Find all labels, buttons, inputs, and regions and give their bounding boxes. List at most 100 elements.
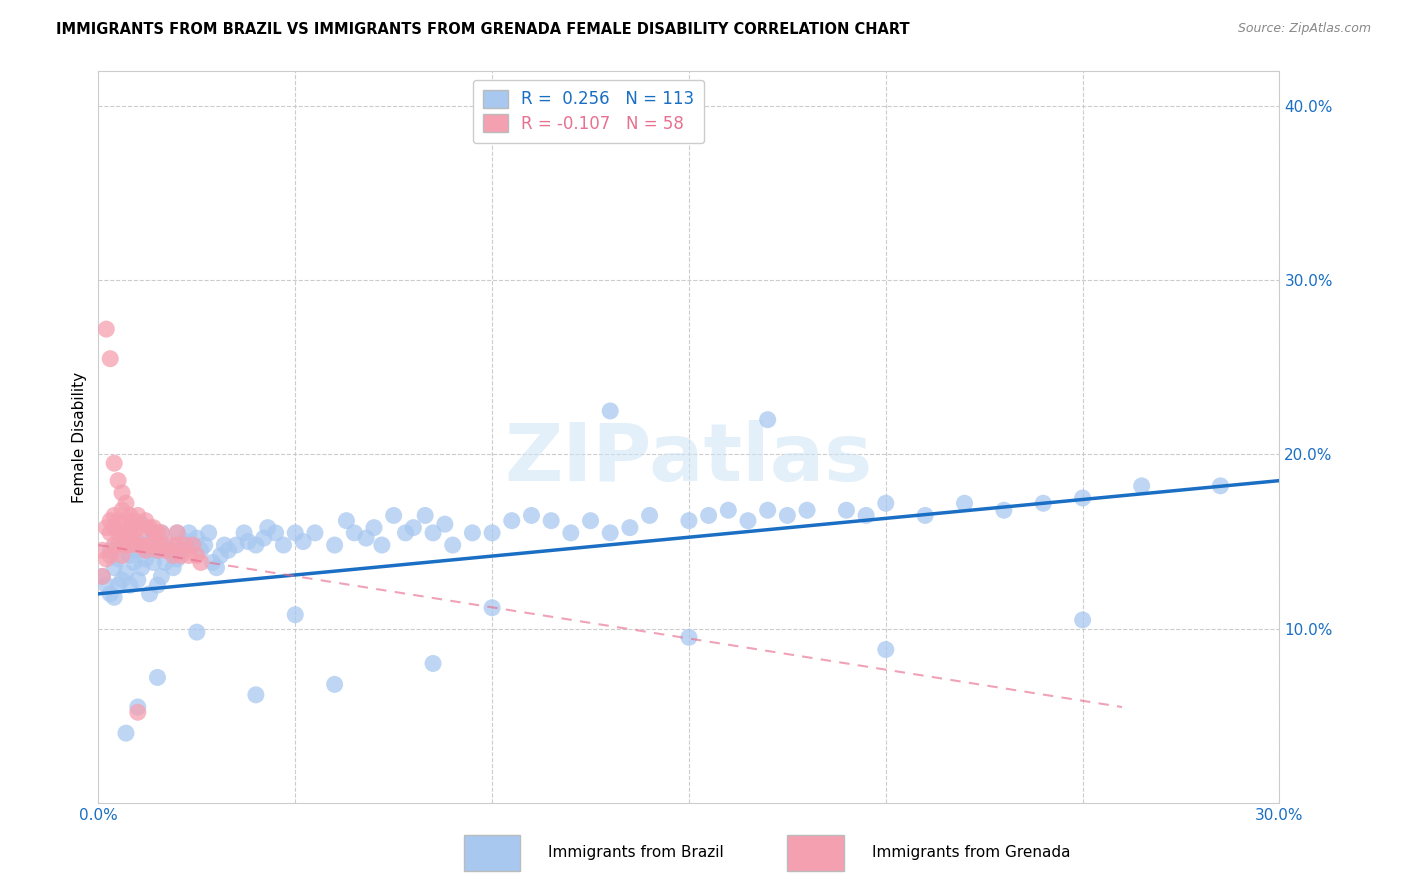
Point — [776, 508, 799, 523]
Point — [181, 538, 204, 552]
Point — [1032, 496, 1054, 510]
Point — [135, 514, 157, 528]
FancyBboxPatch shape — [787, 835, 844, 871]
Point — [1071, 613, 1094, 627]
Point — [111, 503, 134, 517]
Point — [131, 521, 153, 535]
Point — [131, 517, 153, 532]
Point — [103, 508, 125, 523]
Point — [174, 534, 197, 549]
Point — [678, 631, 700, 645]
Point — [150, 538, 173, 552]
Point — [194, 538, 217, 552]
Point — [181, 538, 204, 552]
Point — [174, 538, 197, 552]
Point — [619, 521, 641, 535]
Point — [103, 591, 125, 605]
Point — [155, 556, 177, 570]
Point — [127, 705, 149, 719]
Point — [225, 538, 247, 552]
Point — [441, 538, 464, 552]
Point — [166, 538, 188, 552]
Point — [127, 538, 149, 552]
Point — [146, 543, 169, 558]
Point — [115, 514, 138, 528]
Point — [162, 549, 184, 563]
Point — [953, 496, 976, 510]
Point — [142, 521, 165, 535]
Point — [413, 508, 436, 523]
Point — [142, 525, 165, 540]
Point — [98, 514, 121, 528]
Point — [127, 521, 149, 535]
Point — [103, 456, 125, 470]
Point — [150, 525, 173, 540]
Point — [111, 534, 134, 549]
Text: Source: ZipAtlas.com: Source: ZipAtlas.com — [1237, 22, 1371, 36]
Point — [343, 525, 366, 540]
Point — [717, 503, 740, 517]
Point — [304, 525, 326, 540]
Point — [135, 543, 157, 558]
Point — [118, 508, 141, 523]
Point — [127, 573, 149, 587]
Point — [111, 485, 134, 500]
Point — [96, 578, 118, 592]
Point — [135, 543, 157, 558]
Point — [98, 525, 121, 540]
FancyBboxPatch shape — [464, 835, 520, 871]
Point — [142, 556, 165, 570]
Point — [118, 538, 141, 552]
Point — [245, 688, 267, 702]
Point — [335, 514, 357, 528]
Point — [256, 521, 278, 535]
Point — [323, 677, 346, 691]
Point — [1209, 479, 1232, 493]
Text: ZIPatlas: ZIPatlas — [505, 420, 873, 498]
Point — [138, 521, 160, 535]
Point — [107, 474, 129, 488]
Point — [150, 569, 173, 583]
Point — [115, 538, 138, 552]
Point — [422, 657, 444, 671]
Point — [118, 525, 141, 540]
Text: Immigrants from Grenada: Immigrants from Grenada — [872, 846, 1070, 860]
Point — [323, 538, 346, 552]
Point — [118, 521, 141, 535]
Point — [461, 525, 484, 540]
Point — [217, 543, 239, 558]
Text: IMMIGRANTS FROM BRAZIL VS IMMIGRANTS FROM GRENADA FEMALE DISABILITY CORRELATION : IMMIGRANTS FROM BRAZIL VS IMMIGRANTS FRO… — [56, 22, 910, 37]
Point — [501, 514, 523, 528]
Point — [170, 543, 193, 558]
Point — [214, 538, 236, 552]
Point — [96, 521, 118, 535]
Point — [371, 538, 394, 552]
Point — [107, 552, 129, 566]
Point — [253, 531, 276, 545]
Point — [131, 560, 153, 574]
Point — [131, 538, 153, 552]
Point — [115, 566, 138, 580]
Point — [98, 587, 121, 601]
Point — [98, 543, 121, 558]
Point — [855, 508, 877, 523]
Point — [481, 600, 503, 615]
Point — [103, 560, 125, 574]
Point — [107, 538, 129, 552]
Point — [599, 404, 621, 418]
Point — [835, 503, 858, 517]
Point — [579, 514, 602, 528]
Point — [98, 549, 121, 563]
Point — [875, 642, 897, 657]
Point — [186, 625, 208, 640]
Point — [150, 525, 173, 540]
Point — [103, 538, 125, 552]
Point — [520, 508, 543, 523]
Point — [875, 496, 897, 510]
Point — [111, 525, 134, 540]
Point — [142, 531, 165, 545]
Point — [127, 508, 149, 523]
Point — [177, 549, 200, 563]
Point — [284, 525, 307, 540]
Point — [394, 525, 416, 540]
